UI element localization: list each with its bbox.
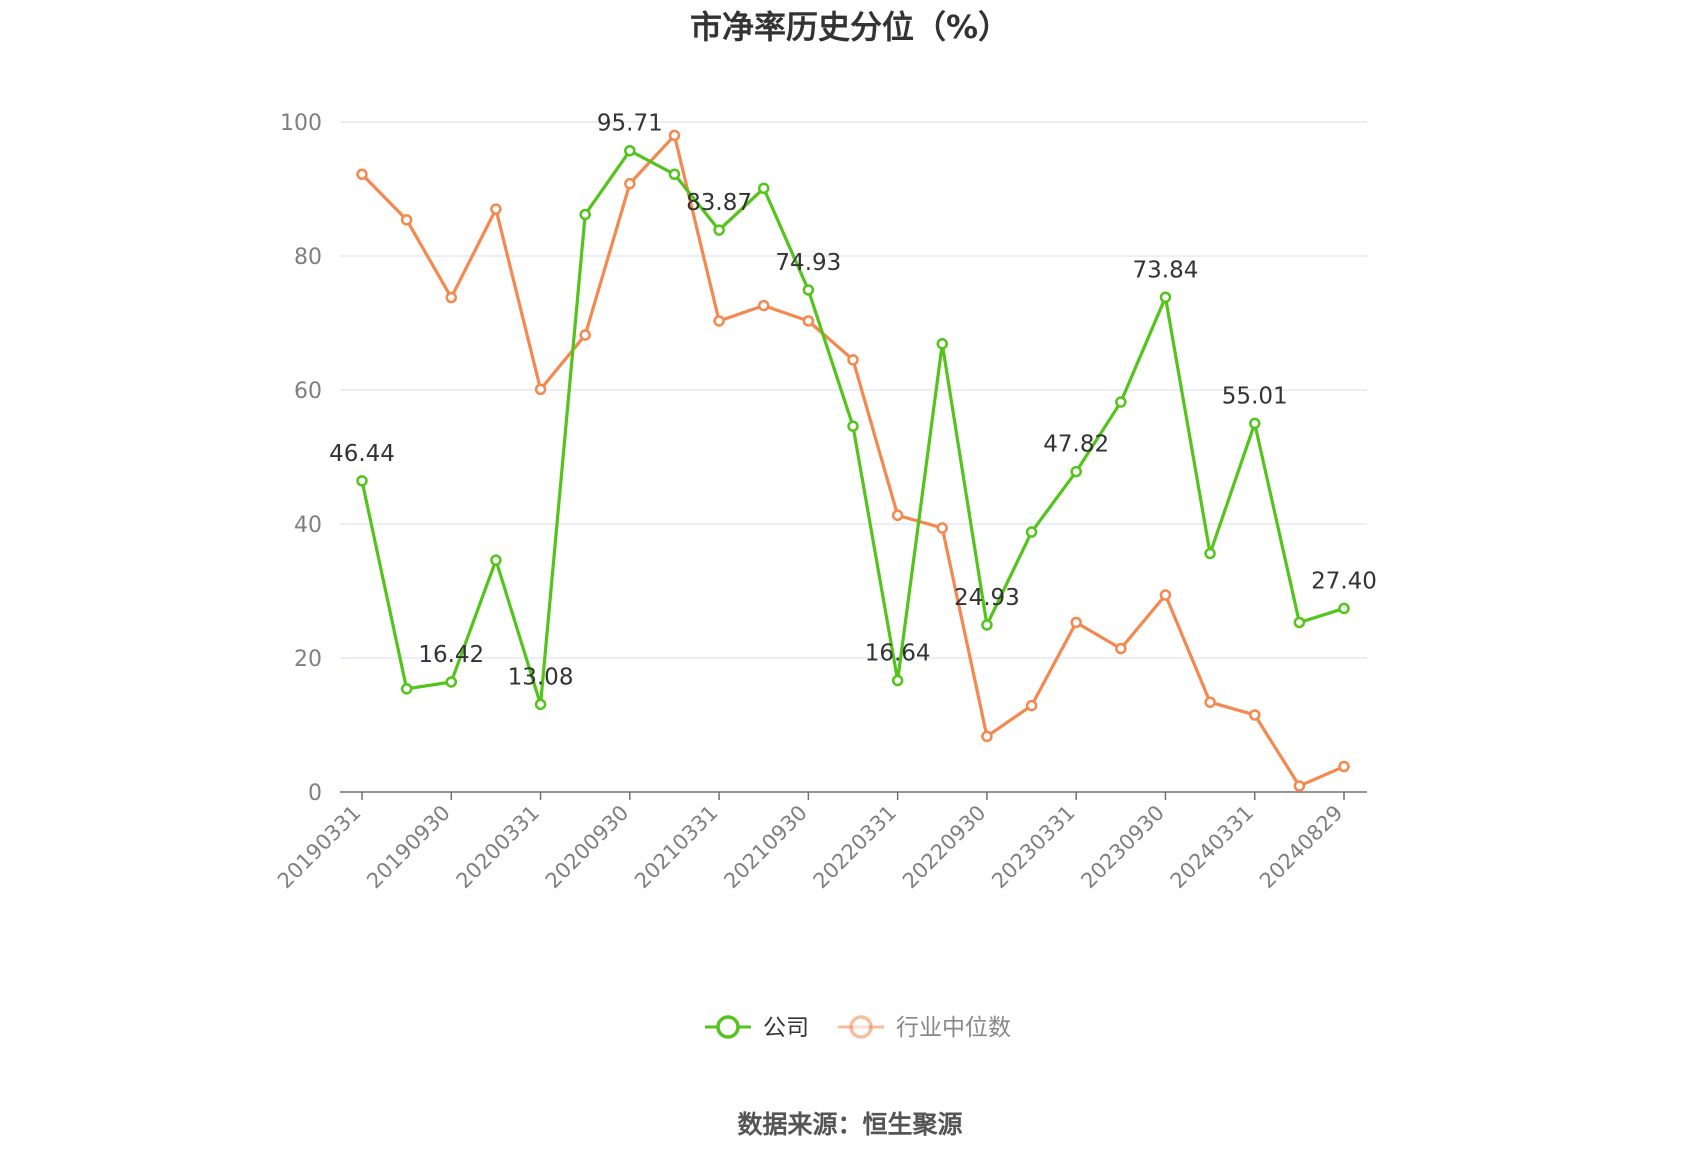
x-tick-label: 20230331 [987, 801, 1080, 894]
data-point-industry-median[interactable] [668, 129, 681, 142]
x-tick-label: 20210930 [719, 801, 812, 894]
data-point-company[interactable] [1293, 616, 1306, 629]
x-tick-label: 20190331 [273, 801, 366, 894]
data-label: 74.93 [775, 250, 841, 276]
x-tick-label: 20210331 [630, 801, 723, 894]
grid-layer [340, 121, 1367, 659]
x-tick-label: 20200331 [452, 801, 545, 894]
data-point-industry-median[interactable] [847, 354, 859, 366]
data-point-company[interactable] [534, 698, 547, 711]
data-point-industry-median[interactable] [1070, 616, 1082, 629]
y-tick-label: 80 [294, 245, 322, 270]
x-tick-label: 20240331 [1166, 801, 1259, 894]
data-point-industry-median[interactable] [936, 522, 949, 534]
x-tick-label: 20230930 [1076, 801, 1169, 894]
data-point-company[interactable] [356, 475, 368, 487]
data-point-company[interactable] [445, 676, 458, 688]
data-point-industry-median[interactable] [624, 177, 636, 190]
data-label: 16.64 [865, 641, 931, 667]
data-label: 13.08 [508, 664, 574, 690]
legend-label-industry-median: 行业中位数 [896, 1015, 1011, 1041]
chart-title: 市净率历史分位（%） [690, 8, 1010, 46]
data-point-company[interactable] [490, 554, 502, 566]
data-point-company[interactable] [891, 674, 904, 687]
y-tick-label: 60 [294, 379, 322, 404]
data-point-company[interactable] [981, 619, 993, 631]
data-point-company[interactable] [624, 144, 636, 157]
data-point-company[interactable] [400, 683, 413, 695]
data-point-industry-median[interactable] [356, 168, 368, 181]
data-point-industry-median[interactable] [1204, 696, 1216, 708]
x-tick-label: 20220331 [809, 801, 902, 894]
legend-marker-company [716, 1015, 740, 1039]
data-point-industry-median[interactable] [713, 315, 725, 327]
legend-item-company[interactable]: 公司 [705, 1015, 809, 1041]
data-point-company[interactable] [1070, 465, 1082, 478]
data-label: 55.01 [1222, 383, 1288, 409]
data-point-company[interactable] [847, 420, 859, 432]
data-point-company[interactable] [936, 338, 949, 350]
data-point-company[interactable] [1159, 291, 1172, 304]
data-point-industry-median[interactable] [490, 203, 502, 215]
data-point-company[interactable] [757, 182, 770, 195]
data-point-company[interactable] [668, 168, 681, 181]
x-tick-label: 20190930 [362, 801, 455, 894]
data-label: 16.42 [418, 642, 484, 668]
data-label: 24.93 [954, 585, 1020, 611]
data-point-industry-median[interactable] [757, 299, 770, 312]
data-label: 47.82 [1043, 432, 1109, 458]
data-point-company[interactable] [1248, 417, 1261, 430]
y-tick-label: 40 [294, 513, 322, 538]
data-point-company[interactable] [1204, 547, 1216, 560]
data-label: 83.87 [686, 190, 752, 216]
data-point-company[interactable] [579, 208, 591, 221]
legend-marker-industry-median [849, 1015, 873, 1039]
data-point-industry-median[interactable] [802, 315, 815, 327]
y-tick-label: 0 [308, 781, 322, 806]
data-label: 27.40 [1311, 568, 1377, 594]
legend: 公司 行业中位数 [705, 1015, 1011, 1041]
data-label: 46.44 [329, 441, 395, 467]
y-tick-label: 20 [294, 647, 322, 672]
legend-label-company: 公司 [763, 1015, 809, 1041]
legend-item-industry-median[interactable]: 行业中位数 [838, 1015, 1011, 1041]
data-label: 95.71 [597, 111, 663, 137]
data-point-industry-median[interactable] [1248, 709, 1261, 721]
x-tick-label: 20240829 [1255, 801, 1348, 894]
data-point-industry-median[interactable] [1159, 589, 1172, 601]
data-point-company[interactable] [1025, 526, 1038, 538]
data-point-industry-median[interactable] [400, 214, 413, 226]
data-source: 数据来源：恒生聚源 [737, 1110, 962, 1139]
data-label-layer: 46.44 16.42 13.08 95.71 83.87 74.93 16.64 24.93… [329, 111, 1377, 691]
data-point-industry-median[interactable] [445, 291, 458, 304]
data-point-company[interactable] [713, 224, 725, 236]
data-point-industry-median[interactable] [534, 383, 547, 396]
x-tick-label: 20220930 [898, 801, 991, 894]
data-point-industry-median[interactable] [1293, 780, 1306, 792]
data-point-industry-median[interactable] [891, 509, 904, 522]
y-tick-label: 100 [280, 111, 322, 136]
data-point-industry-median[interactable] [981, 730, 993, 743]
data-label: 73.84 [1133, 257, 1199, 283]
x-tick-label: 20200930 [541, 801, 634, 894]
data-point-industry-median[interactable] [579, 329, 591, 341]
series-layer [356, 129, 1350, 792]
axis-layer: 0 20 40 60 80 100 2019033120190930202003312020… [273, 111, 1367, 893]
data-point-industry-median[interactable] [1115, 642, 1127, 655]
data-point-industry-median[interactable] [1338, 760, 1350, 773]
data-point-company[interactable] [802, 284, 815, 296]
data-point-industry-median[interactable] [1025, 699, 1038, 712]
data-point-company[interactable] [1115, 396, 1127, 408]
data-point-company[interactable] [1338, 602, 1350, 615]
